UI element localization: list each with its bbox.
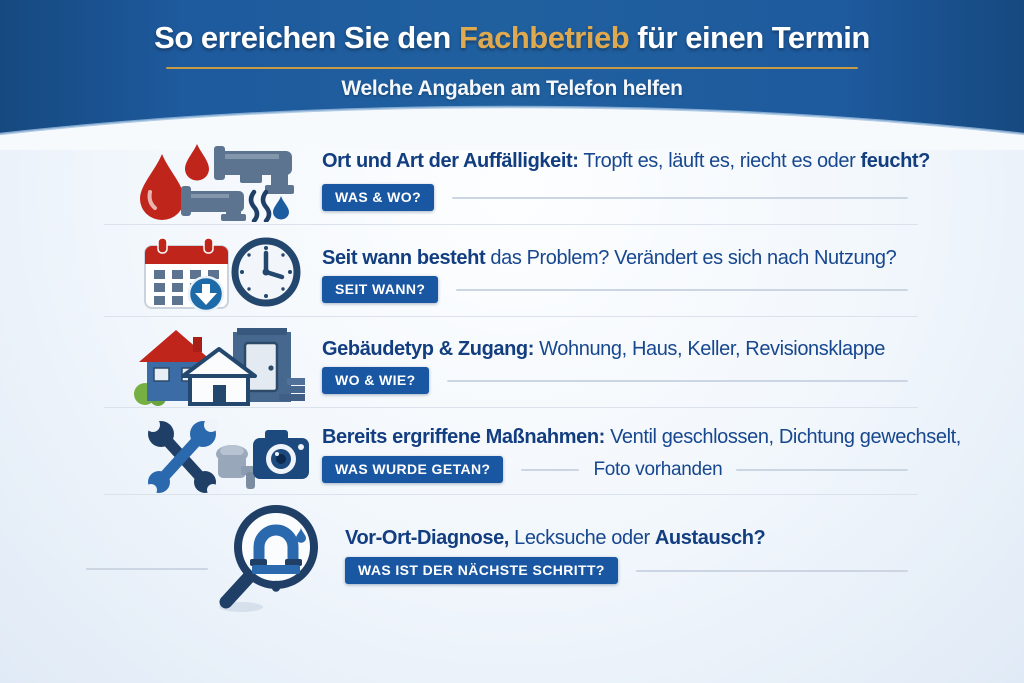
title-highlight: Fachbetrieb <box>458 20 630 55</box>
heading-line2: Foto vorhanden <box>593 458 723 480</box>
badge-row: SEIT WANN? <box>322 276 908 303</box>
row-separator <box>104 224 918 225</box>
badge-row: WAS WURDE GETAN? Foto vorhanden <box>322 456 908 483</box>
row-heading: Seit wann besteht das Problem? Verändert… <box>322 247 897 270</box>
row-heading: Gebäudetyp & Zugang: Wohnung, Haus, Kell… <box>322 338 885 361</box>
badge-row: WO & WIE? <box>322 367 908 394</box>
title-prefix: So erreichen Sie den <box>154 20 459 55</box>
status-badge: WO & WIE? <box>322 367 429 394</box>
row-heading: Bereits ergriffene Maßnahmen: Ventil ges… <box>322 426 961 449</box>
divider-rule <box>456 288 908 291</box>
header-banner: So erreichen Sie den Fachbetrieb für ein… <box>0 0 1024 150</box>
divider-rule <box>86 568 208 570</box>
title-suffix: für einen Termin <box>629 20 870 55</box>
heading-body: Tropft es, läuft es, riecht es oder <box>578 150 861 172</box>
divider-rule <box>635 569 908 572</box>
heading-lead: Gebäudetyp & Zugang: <box>322 338 535 360</box>
heading-body: das Problem? Verändert es sich nach Nutz… <box>485 247 897 269</box>
heading-body: Lecksuche oder <box>508 527 655 549</box>
heading-tail: Austausch? <box>654 527 766 549</box>
status-badge: WAS & WO? <box>322 184 435 211</box>
status-badge: SEIT WANN? <box>322 276 439 303</box>
divider-rule <box>521 468 580 471</box>
page-subtitle: Welche Angaben am Telefon helfen <box>341 77 683 100</box>
badge-row: WAS IST DER NÄCHSTE SCHRITT? <box>345 557 908 584</box>
header-wave <box>0 105 1024 150</box>
heading-body: Wohnung, Haus, Keller, Revisionsklappe <box>534 338 885 360</box>
calendar-clock-icon <box>144 237 301 312</box>
page-title: So erreichen Sie den Fachbetrieb für ein… <box>0 20 1024 56</box>
divider-rule <box>452 196 908 199</box>
row-separator <box>104 494 918 495</box>
status-badge: WAS WURDE GETAN? <box>322 456 504 483</box>
heading-lead: Bereits ergriffene Maßnahmen: <box>322 426 605 448</box>
title-underline <box>166 67 858 69</box>
row-separator <box>104 407 918 408</box>
house-building-icon <box>134 328 305 406</box>
heading-lead: Vor-Ort-Diagnose, <box>345 527 509 549</box>
heading-body: Ventil geschlossen, Dichtung gewechselt, <box>604 426 961 448</box>
heading-tail: feucht? <box>860 150 931 172</box>
leaking-pipe-icon <box>140 144 294 222</box>
heading-lead: Ort und Art der Auffälligkeit: <box>322 150 579 172</box>
badge-row: WAS & WO? <box>322 184 908 211</box>
heading-lead: Seit wann besteht <box>322 247 486 269</box>
divider-rule <box>446 379 908 382</box>
row-heading: Ort und Art der Auffälligkeit: Tropft es… <box>322 150 930 173</box>
magnifier-pipe-icon <box>219 505 318 612</box>
status-badge: WAS IST DER NÄCHSTE SCHRITT? <box>345 557 618 584</box>
row-separator <box>104 316 918 317</box>
divider-rule <box>736 468 908 471</box>
row-heading: Vor-Ort-Diagnose, Lecksuche oder Austaus… <box>345 527 766 550</box>
wrench-camera-icon <box>145 418 309 494</box>
